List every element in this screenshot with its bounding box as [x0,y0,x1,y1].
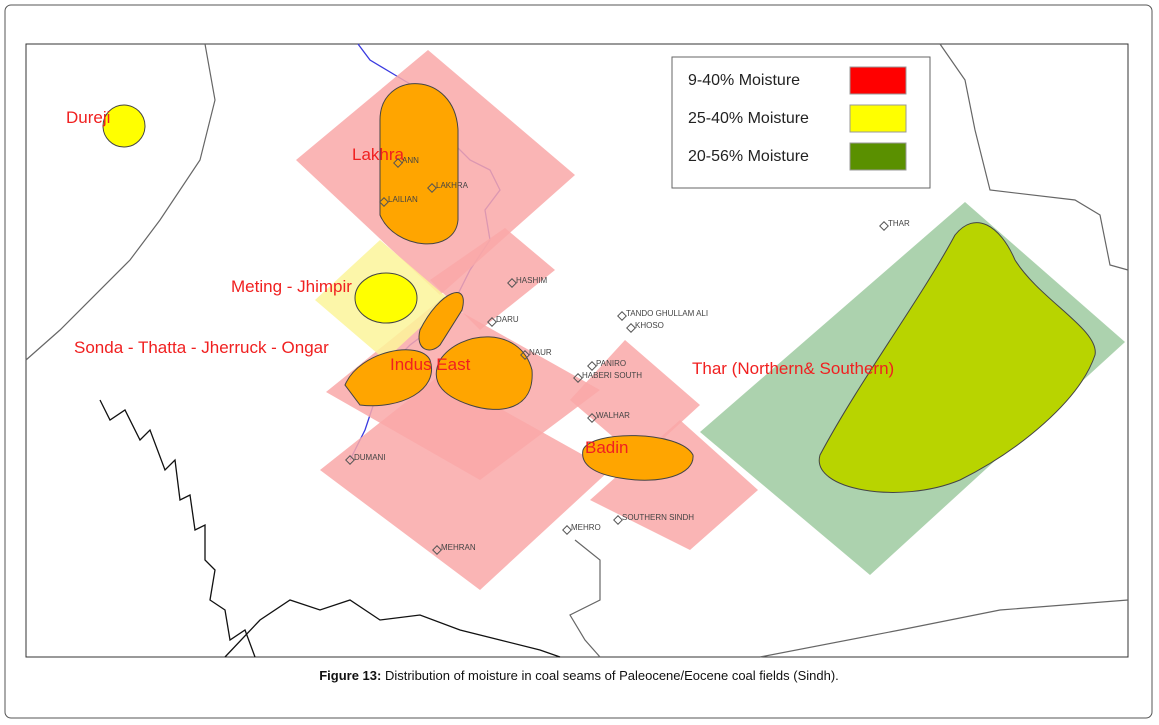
place-label: PANIRO [596,359,626,368]
field-label: Dureji [66,108,110,127]
place-marker [879,221,889,231]
place-marker [487,317,497,327]
place-marker [626,323,636,333]
caption-text: Distribution of moisture in coal seams o… [385,668,839,683]
legend-swatch [849,104,907,133]
place-marker [562,525,572,535]
place-label: MEHRO [571,523,601,532]
place-marker [432,545,442,555]
place-label: NAUR [529,348,552,357]
borders [25,43,1129,658]
place-marker [573,373,583,383]
place-label: ANN [402,156,419,165]
place-marker [427,183,437,193]
legend-label: 25-40% Moisture [688,110,809,127]
place-label: HABERI SOUTH [582,371,642,380]
legend-label: 9-40% Moisture [688,72,800,89]
place-labels: ANN LAILIAN LAKHRA HASHIM DARU NAUR TANDO GHUL… [345,156,910,555]
place-marker [520,350,530,360]
place-label: KHOSO [635,321,664,330]
moisture-areas [102,83,1096,493]
legend-swatch [849,142,907,171]
legend: 9-40% Moisture 25-40% Moisture 20-56% Mois… [671,56,931,189]
place-marker [507,278,517,288]
place-label: MEHRAN [441,543,476,552]
field-label: Thar (Northern& Southern) [692,359,894,378]
place-label: TANDO GHULLAM ALI [626,309,708,318]
place-label: HASHIM [516,276,547,285]
place-label: LAKHRA [436,181,469,190]
field-label: Badin [585,438,628,457]
field-label: Meting - Jhimpir [231,277,352,296]
legend-swatch [849,66,907,95]
place-marker [379,197,389,207]
caption-label: Figure 13: [319,668,381,683]
place-label: THAR [888,219,910,228]
place-marker [393,158,403,168]
field-label: Indus East [390,355,471,374]
place-label: WALHAR [596,411,630,420]
field-labels: Dureji Lakhra Meting - Jhimpir Sonda - T… [66,108,894,457]
place-label: DARU [496,315,519,324]
field-label: Sonda - Thatta - Jherruck - Ongar [74,338,329,357]
place-marker [613,515,623,525]
caption: Figure 13: Distribution of moisture in c… [319,668,839,683]
place-marker [345,455,355,465]
place-marker [617,311,627,321]
field-label: Lakhra [352,145,405,164]
coastline [99,399,561,658]
place-marker [587,361,597,371]
place-marker [587,413,597,423]
place-label: LAILIAN [388,195,418,204]
place-label: DUMANI [354,453,386,462]
legend-label: 20-56% Moisture [688,148,809,165]
legend-items: 9-40% Moisture 25-40% Moisture 20-56% Mois… [688,66,907,171]
place-label: SOUTHERN SINDH [622,513,694,522]
